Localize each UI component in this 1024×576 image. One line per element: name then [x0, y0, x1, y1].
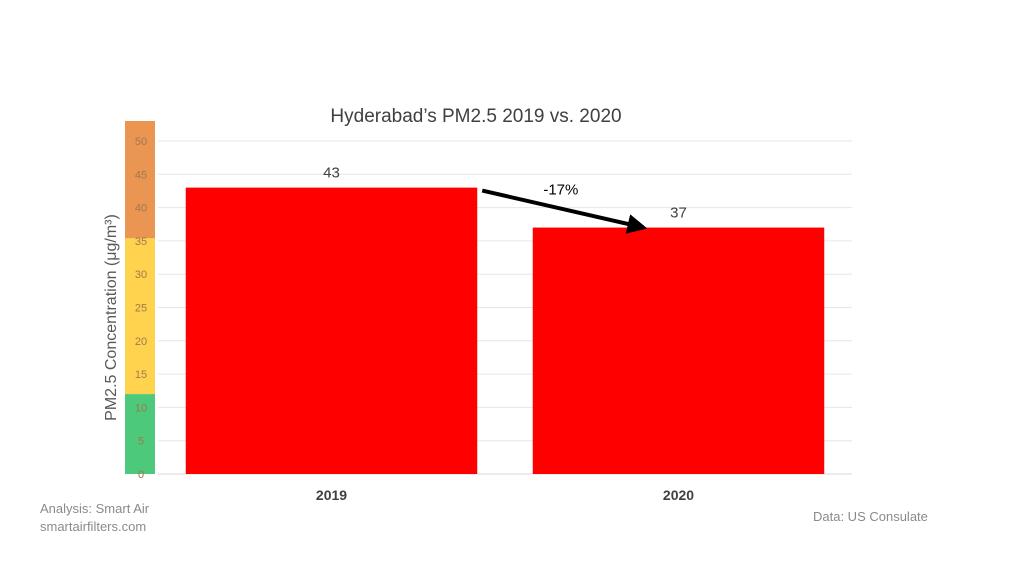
- change-annotation: -17%: [543, 182, 578, 199]
- aqi-band-2: [125, 121, 155, 239]
- y-tick-label: 50: [135, 136, 147, 148]
- y-tick-label: 15: [135, 369, 147, 381]
- y-tick-labels: 0 5 10 15 20 25 30 35 40 45 50: [135, 136, 147, 481]
- bar-2019: [185, 187, 478, 475]
- y-tick-label: 45: [135, 169, 147, 181]
- x-tick-labels: 2019 2020: [316, 487, 694, 503]
- data-source: Data: US Consulate: [813, 509, 928, 524]
- data-labels: 43 37: [323, 165, 687, 222]
- bar-2020: [532, 227, 825, 474]
- aqi-band-0: [125, 394, 155, 474]
- x-tick-label-2020: 2020: [663, 487, 694, 503]
- y-tick-label: 0: [138, 469, 144, 481]
- y-axis-label: PM2.5 Concentration (μg/m³): [103, 214, 120, 421]
- chart-title: Hyderabad’s PM2.5 2019 vs. 2020: [330, 106, 621, 127]
- y-tick-label: 5: [138, 436, 144, 448]
- y-tick-label: 35: [135, 236, 147, 248]
- x-tick-label-2019: 2019: [316, 487, 347, 503]
- y-tick-label: 40: [135, 203, 147, 215]
- aqi-color-bands: [125, 121, 155, 474]
- bars: [185, 187, 825, 475]
- analysis-credit: Analysis: Smart Air smartairfilters.com: [40, 500, 149, 536]
- y-tick-label: 30: [135, 269, 147, 281]
- credit-line-1: Analysis: Smart Air: [40, 501, 150, 516]
- y-tick-label: 10: [135, 402, 147, 414]
- data-label-2019: 43: [323, 165, 340, 182]
- credit-line-2: smartairfilters.com: [40, 519, 147, 534]
- aqi-band-1: [125, 238, 155, 395]
- y-tick-label: 25: [135, 302, 147, 314]
- y-tick-label: 20: [135, 336, 147, 348]
- change-arrow: [481, 188, 648, 234]
- data-label-2020: 37: [670, 205, 687, 222]
